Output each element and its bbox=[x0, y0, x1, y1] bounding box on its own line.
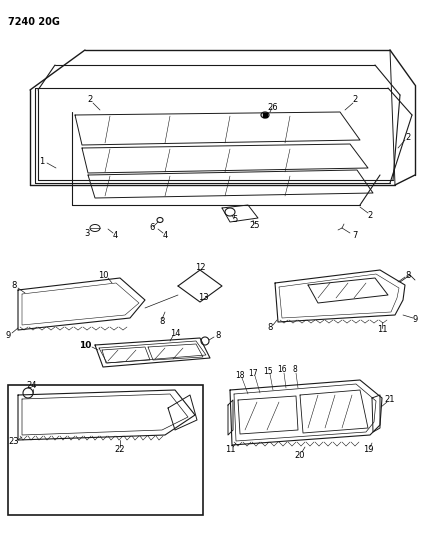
Text: 8: 8 bbox=[405, 271, 411, 279]
Text: 23: 23 bbox=[9, 438, 19, 447]
Text: 9: 9 bbox=[412, 316, 418, 325]
Text: 17: 17 bbox=[248, 368, 258, 377]
Text: 7240 20G: 7240 20G bbox=[8, 17, 60, 27]
Text: 8: 8 bbox=[268, 324, 273, 333]
Text: 24: 24 bbox=[27, 382, 37, 391]
Text: 20: 20 bbox=[295, 450, 305, 459]
Text: 10: 10 bbox=[98, 271, 108, 279]
Text: 22: 22 bbox=[115, 446, 125, 455]
Text: 8: 8 bbox=[293, 366, 297, 375]
Text: 4: 4 bbox=[113, 230, 118, 239]
Text: 7: 7 bbox=[352, 230, 358, 239]
Text: 8: 8 bbox=[215, 330, 221, 340]
Text: 6: 6 bbox=[149, 223, 155, 232]
Text: 14: 14 bbox=[170, 328, 180, 337]
Text: 2: 2 bbox=[405, 133, 410, 142]
Text: 13: 13 bbox=[198, 294, 208, 303]
Text: 21: 21 bbox=[385, 395, 395, 405]
Text: 8: 8 bbox=[11, 281, 17, 290]
Text: 16: 16 bbox=[277, 366, 287, 375]
Text: 4: 4 bbox=[162, 230, 168, 239]
Text: 19: 19 bbox=[363, 446, 373, 455]
Text: 1: 1 bbox=[39, 157, 45, 166]
Bar bbox=[8, 385, 203, 515]
Text: 2: 2 bbox=[352, 95, 358, 104]
Text: 11: 11 bbox=[225, 446, 235, 455]
Text: 10: 10 bbox=[79, 341, 91, 350]
Text: 11: 11 bbox=[377, 326, 387, 335]
Text: 5: 5 bbox=[232, 215, 238, 224]
Text: 25: 25 bbox=[250, 221, 260, 230]
Text: 15: 15 bbox=[263, 367, 273, 376]
Text: 2: 2 bbox=[87, 95, 92, 104]
Text: 3: 3 bbox=[84, 229, 90, 238]
Text: 12: 12 bbox=[195, 262, 205, 271]
Text: 2: 2 bbox=[367, 211, 373, 220]
Text: 26: 26 bbox=[268, 103, 278, 112]
Text: 8: 8 bbox=[159, 318, 165, 327]
Text: 18: 18 bbox=[235, 370, 245, 379]
Text: 9: 9 bbox=[6, 330, 11, 340]
